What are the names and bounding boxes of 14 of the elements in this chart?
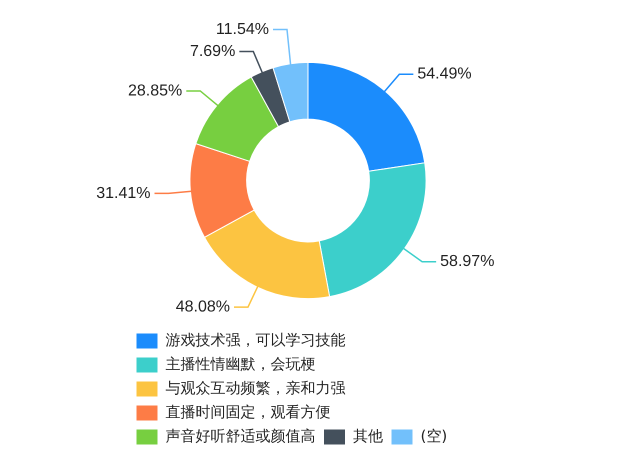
legend-label: 与观众互动频繁，亲和力强 (166, 378, 346, 397)
legend-label: 直播时间固定，观看方便 (166, 402, 330, 421)
data-label: 31.41% (96, 184, 151, 202)
data-label: 28.85% (128, 82, 182, 100)
legend-label: 主播性情幽默，会玩梗 (166, 354, 316, 373)
data-label: 7.69% (190, 42, 236, 60)
data-label: 11.54% (216, 20, 270, 38)
data-label: 54.49% (417, 66, 472, 83)
data-label: 58.97% (440, 253, 494, 270)
legend-label: (空) (420, 426, 448, 445)
legend-label: 其他 (353, 426, 383, 445)
data-label: 48.08% (176, 298, 230, 316)
legend-label: 声音好听舒适或颜值高 (166, 426, 316, 445)
legend-label: 游戏技术强，可以学习技能 (166, 330, 346, 349)
